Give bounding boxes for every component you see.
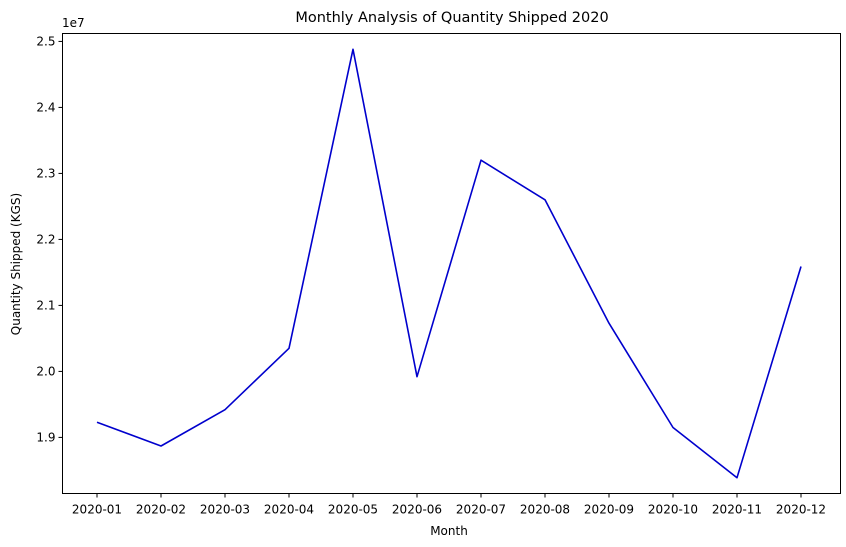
x-axis: 2020-01 2020-02 2020-03 2020-04 2020-05 2020-…	[72, 493, 826, 517]
y-axis: 1.9 2.0 2.1 2.2 2.3 2.4 2.5	[36, 34, 63, 444]
x-tick-label: 2020-05	[328, 503, 378, 517]
x-tick-label: 2020-01	[72, 503, 122, 517]
y-tick-label: 2.4	[36, 100, 55, 114]
plot-area-frame	[62, 33, 841, 494]
x-tick-label: 2020-08	[520, 503, 570, 517]
x-tick-label: 2020-10	[648, 503, 698, 517]
y-axis-label: Quantity Shipped (KGS)	[9, 193, 23, 335]
chart-title: Monthly Analysis of Quantity Shipped 202…	[295, 10, 608, 26]
x-tick-label: 2020-11	[712, 503, 762, 517]
y-tick-label: 2.5	[36, 34, 55, 48]
x-tick-label: 2020-04	[264, 503, 314, 517]
y-tick-label: 1.9	[36, 430, 55, 444]
y-tick-label: 2.1	[36, 298, 55, 312]
x-tick-label: 2020-06	[392, 503, 442, 517]
y-tick-label: 2.0	[36, 364, 55, 378]
x-tick-label: 2020-09	[584, 503, 634, 517]
series-line	[96, 48, 802, 479]
y-tick-label: 2.2	[36, 232, 55, 246]
x-tick-label: 2020-02	[136, 503, 186, 517]
x-tick-label: 2020-12	[776, 503, 826, 517]
y-tick-label: 2.3	[36, 166, 55, 180]
x-tick-label: 2020-07	[456, 503, 506, 517]
y-axis-offset-label: 1e7	[62, 16, 85, 30]
x-tick-label: 2020-03	[200, 503, 250, 517]
x-axis-label: Month	[430, 524, 468, 538]
series-group	[96, 48, 802, 479]
